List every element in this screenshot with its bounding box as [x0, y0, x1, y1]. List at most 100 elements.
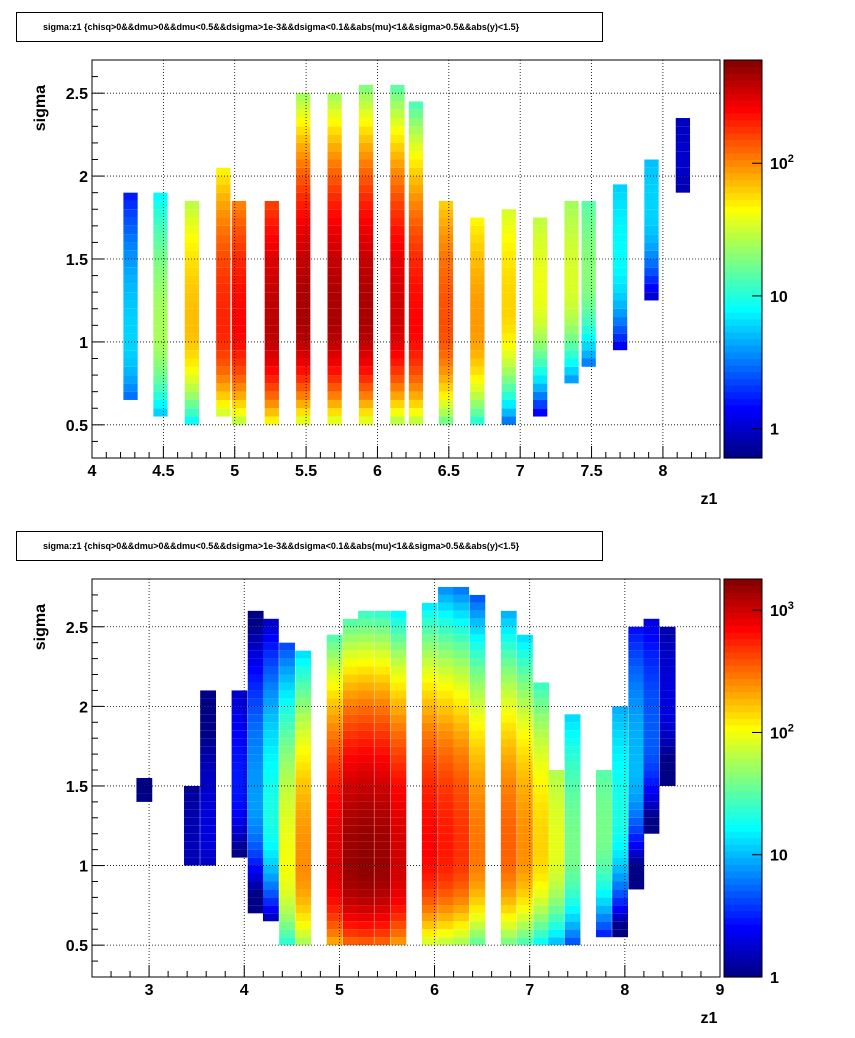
heatmap-cell — [296, 93, 311, 102]
heatmap-cell — [438, 383, 454, 392]
x-tick-label: 3 — [145, 982, 154, 999]
heatmap-cell — [342, 626, 359, 635]
heatmap-cell — [643, 762, 660, 771]
heatmap-cell — [216, 200, 231, 210]
heatmap-cell — [500, 897, 517, 906]
heatmap-cell — [153, 292, 168, 301]
heatmap-cell — [279, 690, 295, 699]
heatmap-cell — [548, 913, 565, 922]
heatmap-cell — [533, 682, 550, 691]
heatmap-cell — [500, 857, 517, 866]
heatmap-cell — [295, 706, 312, 715]
heatmap-cell — [390, 714, 407, 723]
heatmap-cell — [612, 308, 628, 318]
heatmap-cell — [231, 308, 247, 318]
heatmap-cell — [295, 778, 312, 786]
heatmap-cell — [564, 250, 579, 259]
heatmap-cell — [564, 267, 579, 276]
heatmap-cell — [390, 184, 405, 193]
heatmap-cell — [374, 778, 391, 786]
heatmap-cell — [358, 134, 374, 143]
heatmap-cell — [358, 610, 374, 619]
heatmap-cell — [643, 785, 660, 794]
heatmap-cell — [295, 801, 312, 810]
heatmap-cell — [247, 674, 264, 683]
heatmap-cell — [296, 209, 311, 218]
heatmap-cell — [247, 857, 264, 866]
heatmap-cell — [453, 929, 470, 938]
heatmap-cell — [342, 905, 359, 914]
heatmap-cell — [500, 849, 517, 858]
heatmap-cell — [390, 770, 407, 778]
y-tick-label: 0.5 — [66, 938, 88, 955]
heatmap-cell — [374, 897, 391, 906]
heatmap-cell — [216, 300, 231, 309]
heatmap-cell — [533, 366, 548, 376]
heatmap-cell — [247, 778, 264, 786]
x-tick-label: 7.5 — [580, 463, 602, 480]
heatmap-cell — [628, 849, 645, 858]
colorbar-segment — [724, 113, 762, 121]
heatmap-cell — [390, 200, 405, 210]
heatmap-cell — [296, 341, 311, 351]
heatmap-cell — [438, 634, 454, 643]
colorbar-segment — [724, 651, 762, 660]
heatmap-cell — [326, 897, 343, 906]
heatmap-cell — [262, 682, 279, 691]
heatmap-cell — [517, 634, 533, 643]
heatmap-cell — [184, 341, 200, 351]
heatmap-cell — [264, 217, 279, 226]
heatmap-cell — [358, 142, 374, 152]
heatmap-cell — [279, 658, 295, 667]
heatmap-cell — [533, 738, 550, 747]
heatmap-cell — [643, 658, 660, 667]
heatmap-cell — [390, 746, 407, 755]
heatmap-cell — [184, 200, 200, 210]
heatmap-cell — [644, 242, 659, 251]
heatmap-cell — [247, 730, 264, 739]
heatmap-cell — [643, 738, 660, 747]
heatmap-cell — [564, 746, 581, 755]
heatmap-cell — [501, 308, 516, 318]
heatmap-cell — [612, 865, 628, 874]
heatmap-cell — [262, 738, 279, 747]
colorbar-segment — [724, 166, 762, 174]
heatmap-cell — [517, 682, 533, 691]
heatmap-cell — [342, 698, 359, 707]
heatmap-cell — [408, 325, 424, 334]
heatmap-cell — [279, 722, 295, 731]
heatmap-cell — [264, 292, 279, 301]
heatmap-cell — [675, 184, 691, 193]
heatmap-cell — [327, 259, 342, 268]
heatmap-cell — [500, 714, 517, 723]
heatmap-cell — [200, 762, 216, 771]
heatmap-cell — [469, 618, 486, 627]
heatmap-cell — [390, 101, 405, 110]
heatmap-cell — [296, 408, 311, 417]
heatmap-cell — [264, 283, 279, 293]
heatmap-cell — [184, 366, 200, 376]
heatmap-cell — [581, 341, 596, 351]
heatmap-cell — [374, 770, 391, 778]
heatmap-cell — [612, 275, 628, 284]
y-tick-label: 1 — [79, 859, 88, 876]
heatmap-cell — [533, 217, 548, 226]
colorbar-segment — [724, 345, 762, 353]
heatmap-cell — [564, 333, 579, 342]
heatmap-cell — [644, 250, 659, 259]
heatmap-cell — [184, 793, 200, 802]
heatmap-cell — [408, 383, 424, 392]
heatmap-cell — [438, 849, 454, 858]
heatmap-cell — [200, 801, 216, 810]
heatmap-cell — [659, 738, 676, 747]
colorbar-label: 102 — [770, 153, 794, 173]
heatmap-cell — [295, 746, 312, 755]
heatmap-cell — [408, 242, 424, 251]
heatmap-cell — [123, 283, 138, 293]
heatmap-cell — [408, 184, 424, 193]
heatmap-cell — [644, 267, 659, 276]
heatmap-cell — [342, 770, 359, 778]
heatmap-cell — [581, 267, 596, 276]
heatmap-cell — [469, 849, 486, 858]
y-tick-label: 2 — [79, 169, 88, 186]
